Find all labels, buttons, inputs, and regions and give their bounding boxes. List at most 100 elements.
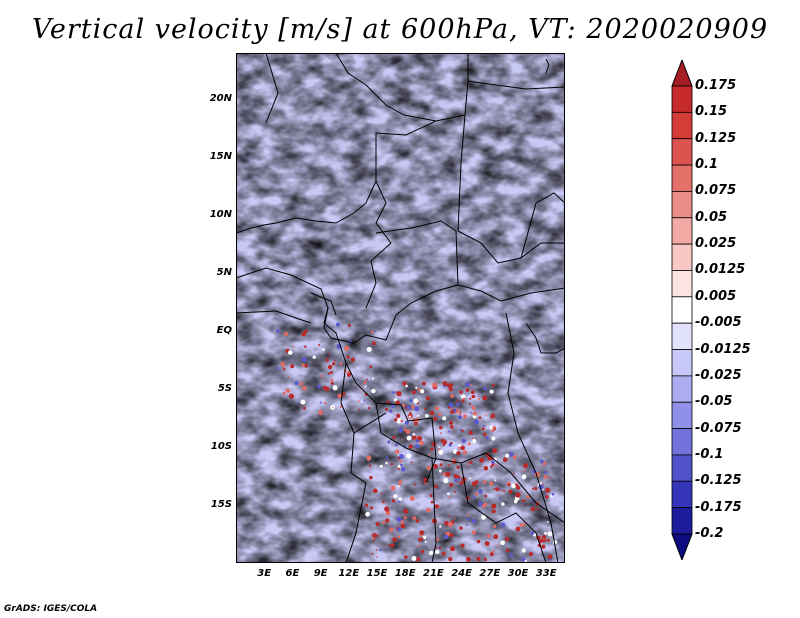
speckle-dot [425, 396, 430, 401]
speckle-dot [482, 480, 487, 484]
speckle-dot [284, 331, 289, 336]
colorbar-segment [671, 375, 693, 403]
map-panel [236, 53, 565, 563]
speckle-dot [483, 557, 486, 560]
speckle-dot [423, 408, 427, 411]
speckle-dot [372, 533, 377, 538]
colorbar-segment [671, 164, 693, 192]
speckle-dot [396, 516, 402, 522]
speckle-dot [391, 499, 396, 503]
speckle-dot [402, 381, 407, 386]
speckle-dot [528, 552, 533, 557]
speckle-dot [521, 557, 526, 562]
speckle-dot [484, 494, 488, 498]
lon-tick-label: 27E [479, 568, 501, 579]
speckle-dot [504, 536, 510, 542]
speckle-dot [466, 514, 469, 517]
speckle-dot [450, 383, 454, 387]
speckle-dot [390, 543, 395, 548]
speckle-dot [459, 526, 463, 530]
speckle-dot [447, 492, 450, 496]
speckle-dot [489, 389, 494, 394]
speckle-dot [491, 503, 497, 509]
speckle-dot [493, 488, 496, 490]
speckle-dot [381, 493, 383, 495]
speckle-dot [473, 415, 477, 419]
speckle-dot [330, 381, 334, 385]
speckle-dot [544, 531, 547, 535]
speckle-dot [426, 466, 431, 471]
speckle-dot [448, 387, 453, 392]
speckle-dot [513, 472, 515, 475]
speckle-dot [385, 461, 388, 465]
speckle-dot [328, 353, 330, 355]
speckle-dot [431, 518, 437, 524]
speckle-dot [440, 438, 446, 443]
lat-tick-label: 10S [210, 441, 232, 453]
speckle-dot [375, 522, 380, 526]
speckle-dot [412, 433, 416, 436]
speckle-dot [545, 487, 551, 493]
speckle-dot [448, 495, 450, 498]
colorbar-tick-label: 0.025 [695, 236, 737, 252]
speckle-dot [490, 465, 493, 468]
speckle-dot [440, 432, 442, 434]
speckle-dot [282, 391, 286, 395]
speckle-dot [406, 435, 412, 441]
speckle-dot [520, 491, 523, 493]
speckle-dot [282, 366, 285, 369]
speckle-dot [394, 418, 398, 422]
speckle-dot [492, 448, 498, 454]
speckle-dot [505, 453, 510, 458]
speckle-dot [434, 504, 439, 509]
lat-tick-label: 10N [209, 209, 232, 221]
speckle-dot [366, 347, 372, 352]
speckle-dot [456, 400, 459, 403]
speckle-dot [430, 412, 432, 414]
speckle-dot [376, 548, 378, 551]
speckle-dot [469, 460, 473, 464]
speckle-dot [530, 531, 535, 535]
velocity-field [236, 53, 565, 563]
colorbar-tick-label: 0.075 [695, 183, 737, 199]
lat-tick-label: 15N [209, 151, 232, 163]
speckle-dot [359, 388, 362, 390]
grads-credit: GrADS: IGES/COLA [4, 604, 98, 614]
speckle-dot [454, 478, 458, 482]
speckle-dot [411, 390, 416, 395]
speckle-dot [363, 399, 366, 402]
speckle-dot [346, 355, 350, 359]
speckle-dot [376, 556, 378, 558]
speckle-dot [409, 411, 412, 415]
speckle-dot [430, 447, 434, 451]
speckle-dot [483, 432, 487, 437]
speckle-dot [462, 414, 468, 419]
speckle-dot [445, 383, 449, 387]
speckle-dot [339, 362, 343, 366]
speckle-dot [453, 408, 457, 413]
speckle-dot [475, 492, 479, 496]
speckle-dot [392, 537, 397, 542]
speckle-dot [544, 471, 548, 474]
speckle-dot [478, 397, 481, 400]
colorbar-segment [671, 191, 693, 219]
speckle-dot [448, 443, 452, 447]
speckle-dot [397, 535, 401, 539]
speckle-dot [367, 407, 371, 410]
speckle-dot [465, 388, 470, 392]
speckle-dot [491, 383, 495, 387]
speckle-dot [484, 414, 487, 417]
speckle-dot [379, 464, 383, 468]
speckle-dot [339, 405, 342, 408]
speckle-dot [470, 411, 473, 414]
speckle-dot [511, 483, 516, 489]
speckle-dot [425, 414, 429, 418]
speckle-dot [389, 526, 391, 528]
speckle-dot [492, 550, 495, 554]
speckle-dot [466, 465, 469, 468]
colorbar-segment [671, 322, 693, 350]
speckle-dot [481, 427, 485, 431]
speckle-dot [500, 522, 506, 528]
speckle-dot [531, 500, 534, 503]
speckle-dot [492, 524, 497, 528]
